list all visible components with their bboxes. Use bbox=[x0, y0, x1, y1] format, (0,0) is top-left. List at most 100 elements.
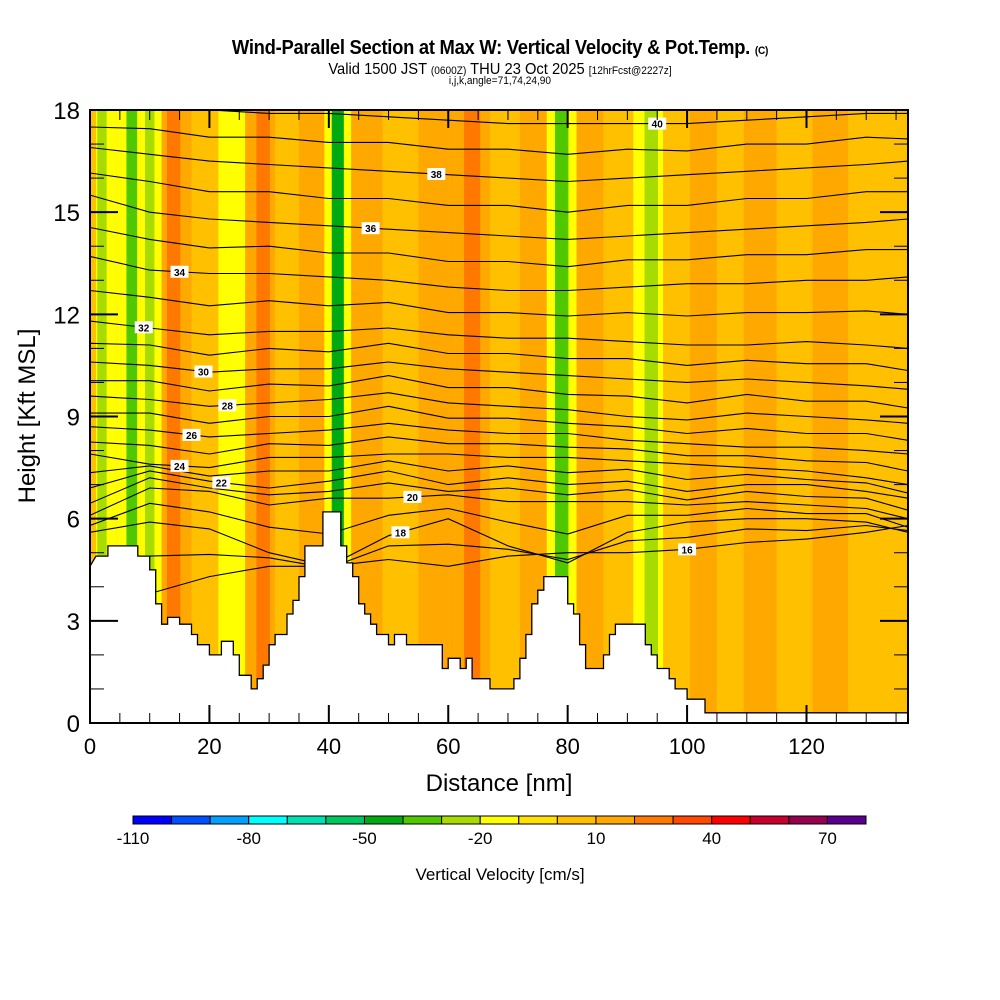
colorbar-swatch bbox=[826, 815, 867, 825]
contour-label-box bbox=[182, 428, 201, 441]
colorbar-tick-labels: -110 -80 -50 -20 10 40 70 bbox=[117, 829, 837, 848]
theta-contour-16 bbox=[90, 524, 908, 595]
contour-label: 26 bbox=[186, 431, 198, 442]
colorbar bbox=[132, 815, 867, 825]
theta-contour-34 bbox=[90, 255, 908, 292]
x-tick-label: 120 bbox=[788, 734, 825, 759]
colorbar-swatch bbox=[711, 815, 751, 825]
contour-label: 38 bbox=[431, 170, 443, 181]
theta-contour-18 bbox=[90, 518, 908, 567]
y-tick-label: 18 bbox=[53, 98, 80, 125]
contour-label-box bbox=[212, 476, 231, 489]
velocity-core bbox=[166, 110, 181, 723]
contour-label: 34 bbox=[174, 268, 186, 279]
contour-label: 36 bbox=[365, 224, 377, 235]
velocity-core bbox=[722, 110, 735, 723]
colorbar-swatch bbox=[672, 815, 713, 825]
velocity-core bbox=[464, 110, 481, 723]
y-tick-label: 12 bbox=[53, 302, 80, 329]
x-tick-label: 100 bbox=[669, 734, 706, 759]
contour-label-box bbox=[361, 222, 380, 235]
section-indices: i,j,k,angle=71,74,24,90 bbox=[448, 75, 552, 87]
x-tick-label: 20 bbox=[197, 734, 221, 759]
colorbar-swatch bbox=[595, 815, 636, 825]
contour-label: 40 bbox=[652, 120, 664, 131]
theta-contour-minor bbox=[90, 524, 908, 569]
velocity-core bbox=[608, 110, 623, 723]
y-tick-label: 15 bbox=[53, 200, 80, 227]
colorbar-swatch bbox=[209, 815, 250, 825]
velocity-core bbox=[669, 110, 682, 723]
velocity-core bbox=[751, 110, 767, 723]
theta-contour-minor bbox=[90, 289, 908, 317]
chart-title: Wind-Parallel Section at Max W: Vertical… bbox=[40, 37, 960, 60]
colorbar-swatch bbox=[363, 815, 404, 825]
velocity-core bbox=[644, 110, 658, 723]
x-tick-label: 40 bbox=[317, 734, 341, 759]
velocity-core bbox=[822, 110, 839, 723]
forecast-info: [12hrFcst@2227z] bbox=[588, 65, 672, 77]
velocity-core bbox=[392, 110, 409, 723]
theta-contour-minor bbox=[90, 375, 908, 409]
y-axis-label: Height [Kft MSL] bbox=[14, 329, 41, 504]
velocity-core bbox=[126, 110, 138, 723]
contour-label-box bbox=[648, 117, 667, 130]
axis-ticks bbox=[89, 109, 908, 724]
contour-label: 20 bbox=[407, 493, 419, 504]
contour-label-box bbox=[403, 490, 422, 503]
contour-label: 24 bbox=[174, 462, 186, 473]
theta-contour-minor bbox=[90, 502, 908, 535]
contour-label-box bbox=[391, 526, 410, 539]
chart-subtitle: Valid 1500 JST (0600Z) THU 23 Oct 2025 [… bbox=[40, 61, 960, 79]
contour-label: 28 bbox=[222, 401, 234, 412]
velocity-core bbox=[428, 110, 445, 723]
colorbar-tick-label: -50 bbox=[352, 829, 377, 848]
contour-label: 18 bbox=[395, 528, 407, 539]
contour-label-box bbox=[194, 365, 213, 378]
terrain-profile bbox=[90, 511, 908, 723]
colorbar-swatch bbox=[479, 815, 520, 825]
contour-label: 16 bbox=[682, 545, 694, 556]
valid-time: Valid 1500 JST bbox=[328, 61, 427, 78]
velocity-core bbox=[501, 110, 515, 723]
theta-contour-20 bbox=[90, 487, 908, 520]
contour-label-box bbox=[134, 321, 153, 334]
velocity-core bbox=[221, 110, 234, 723]
colorbar-tick-label: -110 bbox=[117, 829, 150, 848]
colorbar-swatch bbox=[132, 815, 173, 825]
theta-contour-30 bbox=[90, 361, 908, 390]
theta-contour-26 bbox=[90, 422, 908, 455]
colorbar-tick-label: 70 bbox=[818, 829, 837, 848]
theta-contour-36 bbox=[90, 194, 908, 240]
velocity-core bbox=[203, 110, 216, 723]
theta-contour-32 bbox=[90, 320, 908, 349]
theta-contour-minor bbox=[90, 172, 908, 213]
y-tick-label: 9 bbox=[67, 405, 80, 432]
theta-contour-24 bbox=[90, 453, 908, 486]
velocity-core bbox=[145, 110, 155, 723]
velocity-core bbox=[554, 110, 569, 723]
theta-contour-minor bbox=[90, 226, 908, 268]
contour-label: 32 bbox=[138, 323, 150, 334]
x-tick-label: 0 bbox=[84, 734, 96, 759]
colorbar-label: Vertical Velocity [cm/s] bbox=[415, 865, 584, 884]
theta-contour-minor bbox=[90, 126, 908, 155]
x-tick-labels: 0 20 40 60 80 100 120 bbox=[84, 734, 825, 759]
contour-label: 22 bbox=[216, 479, 228, 490]
velocity-core bbox=[698, 110, 712, 723]
terrain bbox=[90, 511, 908, 723]
velocity-core bbox=[357, 110, 372, 723]
colorbar-swatch bbox=[556, 815, 597, 825]
colorbar-swatch bbox=[248, 815, 288, 825]
title-main: Wind-Parallel Section at Max W: Vertical… bbox=[231, 37, 751, 59]
colorbar-swatch bbox=[286, 815, 327, 825]
colorbar-tick-label: -20 bbox=[468, 829, 493, 848]
colorbar-swatch bbox=[788, 815, 828, 825]
contour-label-box bbox=[170, 459, 189, 472]
contour-label: 30 bbox=[198, 368, 210, 379]
colorbar-swatch bbox=[171, 815, 211, 825]
valid-date: THU 23 Oct 2025 bbox=[470, 61, 585, 78]
contour-label-box bbox=[170, 265, 189, 278]
y-tick-label: 3 bbox=[67, 609, 80, 636]
